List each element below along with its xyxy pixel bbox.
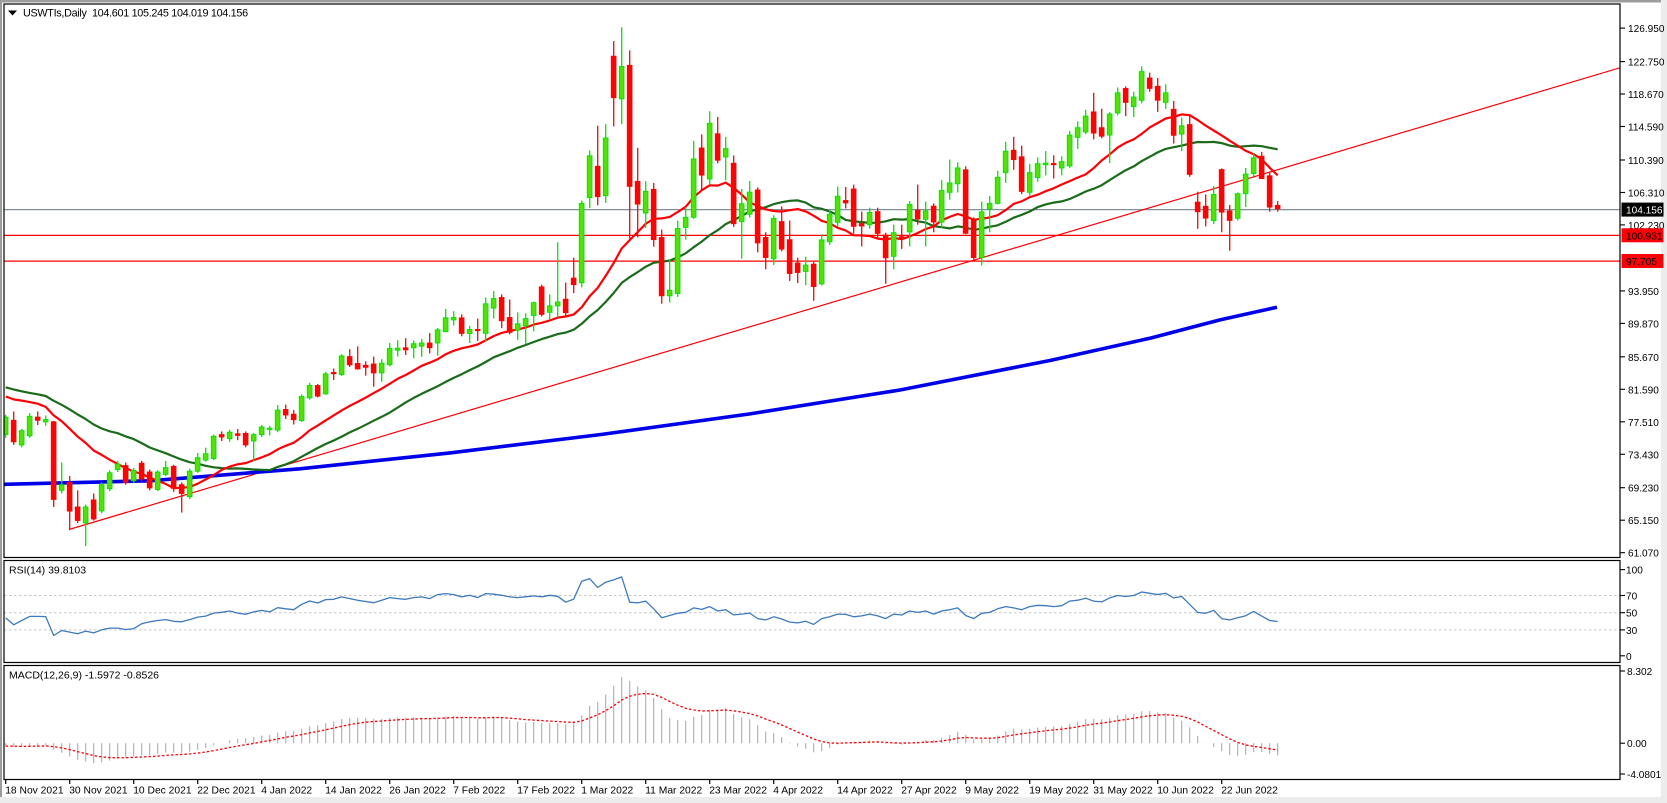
svg-text:27 Apr 2022: 27 Apr 2022 xyxy=(901,786,957,797)
svg-text:61.070: 61.070 xyxy=(1628,549,1659,560)
svg-text:65.150: 65.150 xyxy=(1628,516,1659,527)
svg-text:81.590: 81.590 xyxy=(1628,385,1659,396)
svg-text:14 Apr 2022: 14 Apr 2022 xyxy=(837,786,893,797)
svg-text:102.230: 102.230 xyxy=(1628,221,1665,232)
svg-text:22 Jun 2022: 22 Jun 2022 xyxy=(1221,786,1278,797)
svg-text:77.510: 77.510 xyxy=(1628,418,1659,429)
svg-text:30: 30 xyxy=(1626,626,1638,637)
svg-text:114.590: 114.590 xyxy=(1628,123,1664,134)
svg-text:23 Mar 2022: 23 Mar 2022 xyxy=(709,786,767,797)
svg-text:11 Mar 2022: 11 Mar 2022 xyxy=(645,786,702,797)
svg-text:10 Dec 2021: 10 Dec 2021 xyxy=(133,786,192,797)
svg-text:97.705: 97.705 xyxy=(1626,257,1657,268)
svg-text:4 Apr 2022: 4 Apr 2022 xyxy=(773,786,823,797)
svg-text:31 May 2022: 31 May 2022 xyxy=(1093,786,1153,797)
svg-text:122.750: 122.750 xyxy=(1628,58,1665,69)
svg-text:104.156: 104.156 xyxy=(1626,206,1663,217)
svg-text:10 Jun 2022: 10 Jun 2022 xyxy=(1157,786,1214,797)
svg-text:7 Feb 2022: 7 Feb 2022 xyxy=(453,786,505,797)
svg-text:118.670: 118.670 xyxy=(1628,90,1664,101)
svg-text:100.931: 100.931 xyxy=(1626,231,1663,242)
svg-text:106.310: 106.310 xyxy=(1628,189,1665,200)
svg-text:100: 100 xyxy=(1626,566,1643,577)
svg-text:69.230: 69.230 xyxy=(1628,484,1659,495)
svg-text:30 Nov 2021: 30 Nov 2021 xyxy=(69,786,128,797)
svg-text:89.870: 89.870 xyxy=(1628,319,1659,330)
svg-text:126.950: 126.950 xyxy=(1628,24,1665,35)
svg-text:93.950: 93.950 xyxy=(1628,287,1659,298)
svg-text:14 Jan 2022: 14 Jan 2022 xyxy=(325,786,382,797)
svg-text:17 Feb 2022: 17 Feb 2022 xyxy=(517,786,575,797)
svg-text:22 Dec 2021: 22 Dec 2021 xyxy=(197,786,256,797)
svg-text:26 Jan 2022: 26 Jan 2022 xyxy=(389,786,446,797)
svg-text:9 May 2022: 9 May 2022 xyxy=(965,786,1019,797)
svg-text:USWTIs,Daily 104.601 105.245: USWTIs,Daily 104.601 105.245 104.019 104… xyxy=(23,8,248,20)
svg-text:MACD(12,26,9) -1.5972 -0.8526: MACD(12,26,9) -1.5972 -0.8526 xyxy=(9,670,159,682)
svg-text:0: 0 xyxy=(1626,652,1632,663)
svg-text:70: 70 xyxy=(1626,592,1638,603)
svg-text:8.302: 8.302 xyxy=(1627,667,1653,678)
svg-text:18 Nov 2021: 18 Nov 2021 xyxy=(5,786,64,797)
svg-text:RSI(14) 39.8103: RSI(14) 39.8103 xyxy=(9,565,86,577)
svg-text:110.390: 110.390 xyxy=(1628,156,1664,167)
svg-text:50: 50 xyxy=(1626,609,1638,620)
svg-text:85.670: 85.670 xyxy=(1628,353,1659,364)
svg-text:4 Jan 2022: 4 Jan 2022 xyxy=(261,786,312,797)
svg-text:0.00: 0.00 xyxy=(1627,739,1647,750)
svg-text:73.430: 73.430 xyxy=(1628,450,1659,461)
svg-text:1 Mar 2022: 1 Mar 2022 xyxy=(581,786,633,797)
svg-text:19 May 2022: 19 May 2022 xyxy=(1029,786,1089,797)
svg-text:-4.0801: -4.0801 xyxy=(1627,770,1662,781)
